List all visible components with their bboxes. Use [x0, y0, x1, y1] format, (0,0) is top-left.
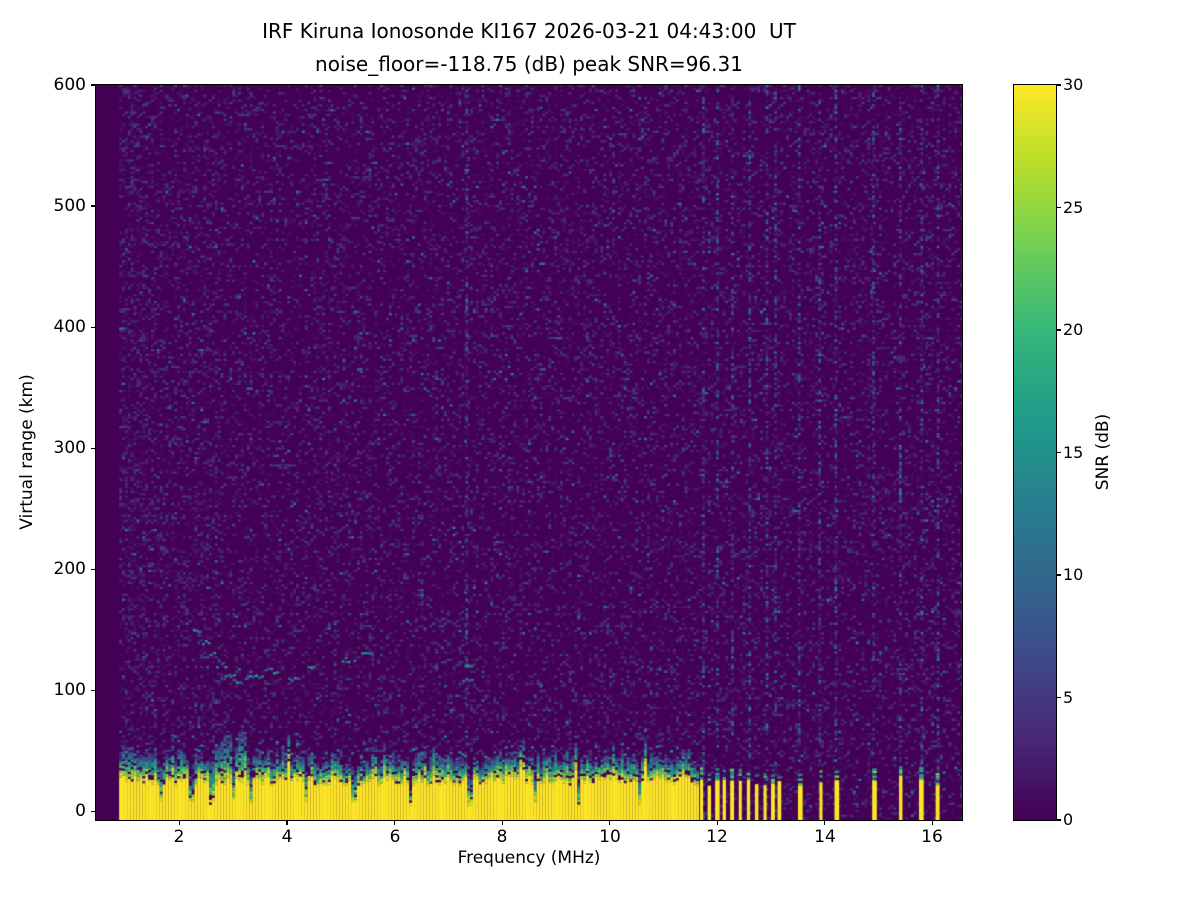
tick-mark	[393, 821, 396, 825]
colorbar-tick-label: 30	[1063, 75, 1084, 94]
tick-mark	[91, 84, 95, 86]
tick-mark	[1057, 206, 1061, 209]
colorbar-tick-label: 10	[1063, 565, 1084, 584]
colorbar-tick-label: 5	[1063, 688, 1074, 707]
tick-mark	[91, 447, 95, 449]
chart-subtitle: noise_floor=-118.75 (dB) peak SNR=96.31	[315, 52, 743, 76]
y-tick-label: 400	[53, 317, 86, 337]
y-tick-label: 600	[53, 75, 86, 95]
colorbar-tick-label: 15	[1063, 443, 1084, 462]
tick-mark	[178, 821, 180, 825]
colorbar-label: SNR (dB)	[1093, 413, 1113, 491]
x-tick-label: 4	[281, 827, 293, 847]
y-tick-label: 0	[75, 801, 86, 821]
tick-mark	[501, 821, 503, 825]
x-axis-label: Frequency (MHz)	[457, 848, 601, 868]
x-tick-label: 8	[496, 827, 508, 847]
tick-mark	[1057, 451, 1061, 454]
plot-area	[95, 84, 963, 821]
x-tick-label: 12	[706, 827, 728, 847]
tick-mark	[1057, 574, 1061, 576]
colorbar-tick-label: 25	[1063, 198, 1084, 217]
tick-mark	[91, 810, 95, 813]
tick-mark	[1057, 329, 1061, 331]
x-tick-label: 6	[389, 827, 401, 847]
x-tick-label: 14	[814, 827, 836, 847]
y-tick-label: 100	[53, 680, 86, 700]
x-tick-label: 10	[599, 827, 621, 847]
tick-mark	[1057, 696, 1061, 699]
y-tick-label: 500	[53, 196, 86, 216]
colorbar-canvas	[1014, 85, 1056, 820]
y-tick-label: 300	[53, 438, 86, 458]
tick-mark	[931, 821, 933, 825]
y-axis-label: Virtual range (km)	[17, 374, 37, 530]
colorbar-tick-label: 0	[1063, 810, 1074, 829]
tick-mark	[91, 568, 95, 570]
x-tick-label: 16	[921, 827, 943, 847]
tick-mark	[716, 821, 718, 825]
tick-mark	[286, 821, 288, 825]
tick-mark	[91, 689, 95, 692]
y-tick-label: 200	[53, 559, 86, 579]
tick-mark	[1057, 819, 1061, 821]
tick-mark	[91, 205, 95, 207]
x-tick-label: 2	[173, 827, 185, 847]
tick-mark	[91, 326, 95, 328]
ionogram-canvas	[96, 85, 962, 820]
tick-mark	[824, 821, 826, 825]
tick-mark	[1057, 84, 1061, 86]
colorbar	[1013, 84, 1057, 821]
tick-mark	[609, 821, 611, 825]
chart-title: IRF Kiruna Ionosonde KI167 2026-03-21 04…	[262, 19, 796, 43]
colorbar-tick-label: 20	[1063, 320, 1084, 339]
